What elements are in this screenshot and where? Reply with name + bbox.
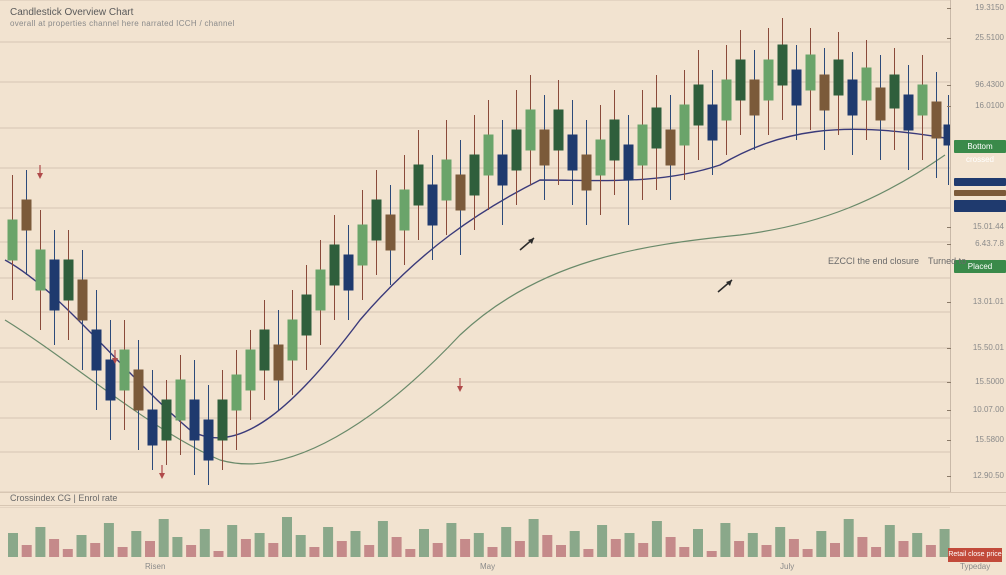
price-badge xyxy=(954,200,1006,212)
price-tick: 13.01.01 xyxy=(952,297,1004,306)
price-tick: 15.5000 xyxy=(952,377,1004,386)
price-tick: 96.4300 xyxy=(952,80,1004,89)
time-axis-label: Risen xyxy=(145,562,165,571)
price-tick: 15.01.44 xyxy=(952,222,1004,231)
chart-annotation: Turned to xyxy=(928,256,966,266)
price-badge xyxy=(954,178,1006,186)
chart-title: Candlestick Overview Chart xyxy=(10,6,235,19)
chart-subtitle: overall at properties channel here narra… xyxy=(10,19,235,29)
chart-title-block: Candlestick Overview Chart overall at pr… xyxy=(10,6,235,29)
price-tick: 15.50.01 xyxy=(952,343,1004,352)
time-axis-label: Typeday xyxy=(960,562,990,571)
chart-root: Candlestick Overview Chart overall at pr… xyxy=(0,0,1006,575)
volume-badge: Retail close price xyxy=(948,548,1002,562)
price-badge xyxy=(954,190,1006,196)
price-tick: 19.3150 xyxy=(952,3,1004,12)
price-tick: 15.5800 xyxy=(952,435,1004,444)
price-axis: 19.3150 25.5100 96.4300 16.0100 15.01.44 6.43… xyxy=(950,0,1006,492)
price-tick: 12.90.50 xyxy=(952,471,1004,480)
price-tick: 16.0100 xyxy=(952,101,1004,110)
candlestick-plot[interactable] xyxy=(0,0,950,492)
volume-label: Crossindex CG | Enrol rate xyxy=(10,493,117,503)
price-tick: 6.43.7.8 xyxy=(952,239,1004,248)
price-badge: Bottom crossed xyxy=(954,140,1006,153)
price-tick: 10.07.00 xyxy=(952,405,1004,414)
volume-plot[interactable] xyxy=(0,507,950,557)
price-tick: 25.5100 xyxy=(952,33,1004,42)
time-axis-label: July xyxy=(780,562,794,571)
chart-annotation: EZCCI the end closure xyxy=(828,256,919,266)
time-axis-label: May xyxy=(480,562,495,571)
